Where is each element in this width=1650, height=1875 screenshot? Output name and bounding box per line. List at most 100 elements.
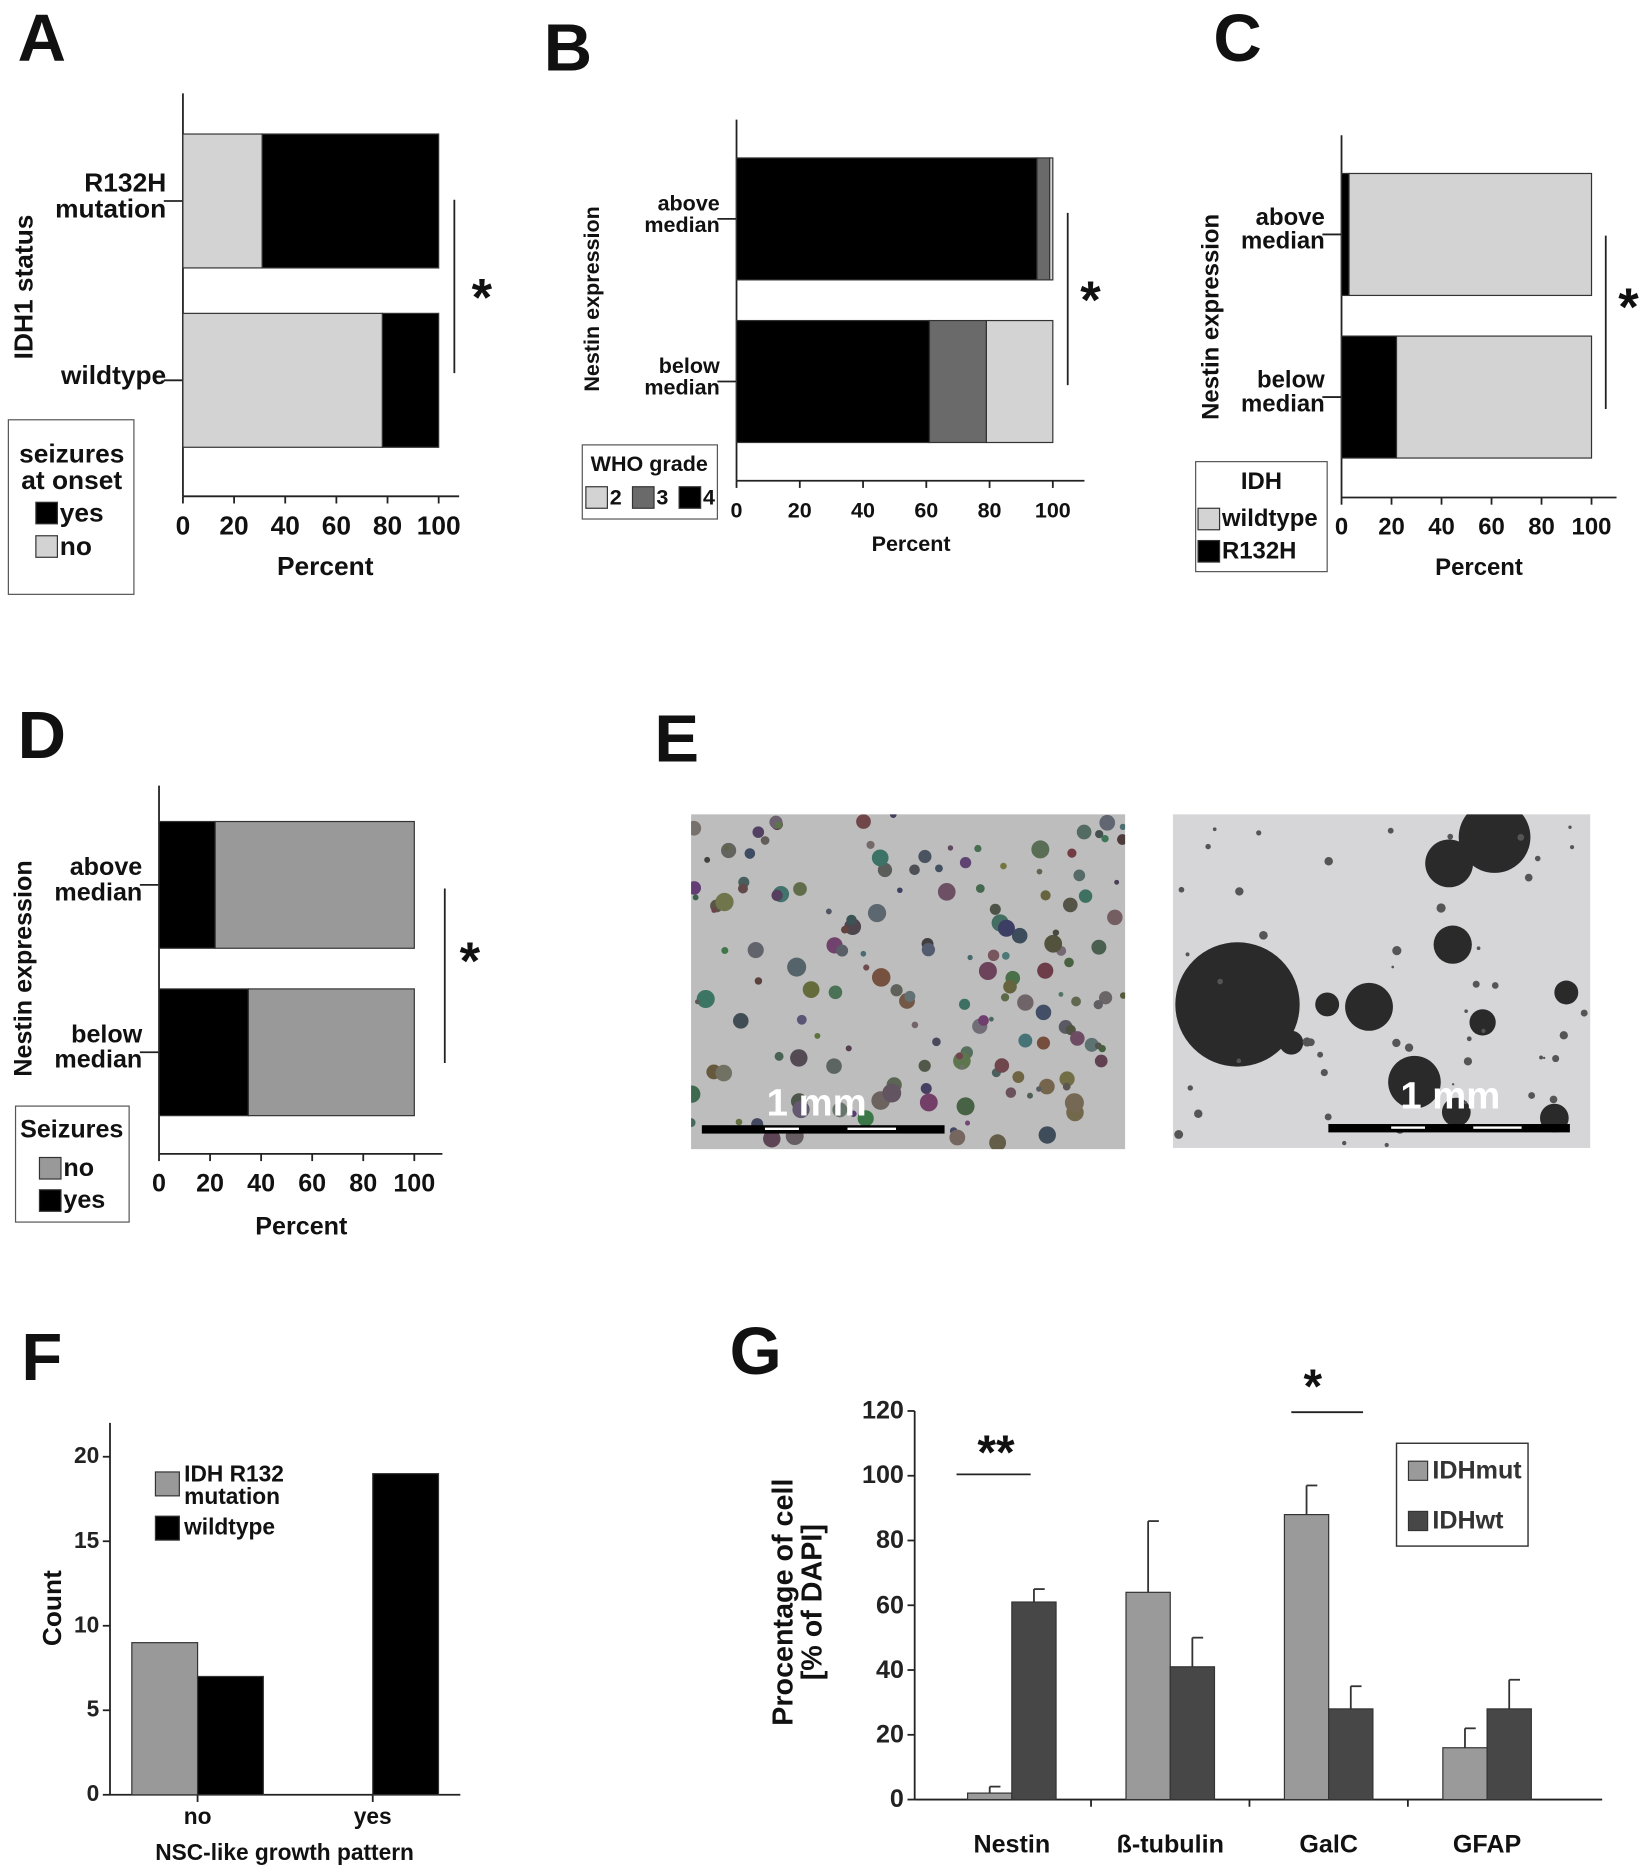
bar-segment (1036, 157, 1051, 281)
sphere (1038, 1126, 1056, 1144)
sphere (959, 1064, 965, 1070)
sphere (1073, 869, 1086, 882)
sphere (1117, 834, 1126, 845)
sphere (771, 889, 783, 901)
bar-segment (928, 319, 988, 444)
sphere (1217, 978, 1223, 985)
sphere (691, 820, 702, 836)
sphere (959, 856, 972, 869)
sphere (1174, 1130, 1184, 1139)
sphere (1481, 1028, 1486, 1033)
sphere (1542, 1056, 1546, 1060)
legend-swatch (678, 486, 702, 509)
scale-bar-tick (764, 1127, 799, 1130)
sphere (1003, 979, 1017, 994)
sphere (877, 862, 893, 878)
sphere (1517, 833, 1525, 841)
sphere (1384, 1142, 1389, 1148)
sphere (1084, 1037, 1099, 1052)
sphere (802, 981, 820, 998)
bar (1125, 1591, 1171, 1801)
bar (196, 1675, 264, 1796)
sphere (1098, 991, 1113, 1005)
sphere (733, 1013, 749, 1029)
sphere (1062, 897, 1078, 913)
bar (131, 1642, 199, 1796)
legend-swatch (35, 501, 58, 525)
sphere (744, 848, 756, 859)
sphere (890, 814, 897, 818)
sphere (836, 944, 849, 957)
legend-swatch (38, 1189, 62, 1212)
legend-box (1395, 1442, 1529, 1547)
sphere (1463, 1057, 1473, 1066)
bar-segment (1395, 335, 1593, 459)
sphere (882, 1083, 902, 1103)
sphere (1528, 1092, 1536, 1099)
sphere (845, 1045, 852, 1052)
sphere (1091, 939, 1107, 955)
bar (1442, 1747, 1488, 1801)
sphere (918, 1059, 931, 1072)
sphere (793, 882, 807, 896)
bar-segment (158, 988, 249, 1117)
sphere (1119, 823, 1126, 831)
sphere (949, 1129, 966, 1146)
sphere (1036, 1036, 1051, 1050)
bar-segment (381, 312, 440, 448)
sphere (956, 1097, 975, 1116)
micrograph (1172, 814, 1591, 1148)
bar (1169, 1666, 1216, 1801)
sphere (1534, 855, 1541, 862)
sphere (937, 882, 956, 901)
bar-segment (985, 319, 1054, 444)
sphere (1107, 909, 1123, 926)
sphere (1441, 1097, 1471, 1127)
sphere (1436, 903, 1446, 913)
sphere (790, 1049, 808, 1067)
sphere (1451, 1083, 1455, 1086)
sphere (1036, 868, 1043, 875)
sphere (978, 1015, 989, 1026)
sphere (1035, 1004, 1052, 1021)
sphere (1392, 1038, 1401, 1048)
sphere (840, 925, 849, 934)
sphere (897, 887, 903, 894)
bar-segment (735, 319, 931, 444)
sphere (825, 908, 832, 915)
sphere (1078, 889, 1093, 903)
sphere (691, 1118, 696, 1128)
sphere (1093, 999, 1103, 1010)
scale-bar-tick (1391, 1126, 1425, 1129)
sphere (1256, 830, 1262, 836)
sphere (715, 892, 734, 912)
sphere (1185, 952, 1190, 957)
sphere (1036, 1086, 1042, 1092)
sphere (988, 1016, 994, 1022)
sphere (796, 1014, 807, 1025)
sphere (1464, 1009, 1468, 1013)
error-bar (1033, 1588, 1045, 1603)
sphere (1539, 1055, 1544, 1060)
sphere (1570, 845, 1575, 850)
legend-swatch (154, 1471, 180, 1497)
bar-segment (1348, 172, 1593, 297)
sphere (890, 984, 903, 997)
sphere (1568, 825, 1572, 829)
legend-box (1195, 461, 1328, 573)
sphere (1076, 824, 1092, 840)
bar (966, 1792, 1013, 1801)
sphere (787, 957, 807, 977)
sphere (752, 826, 765, 838)
sphere (1058, 991, 1064, 997)
sphere (1317, 1051, 1324, 1058)
error-bar (1191, 1636, 1204, 1667)
sphere (694, 999, 700, 1005)
bar-segment (214, 820, 415, 949)
sphere (1205, 843, 1211, 850)
sphere (947, 845, 954, 851)
bar-segment (1049, 157, 1054, 281)
sphere (935, 864, 943, 873)
error-bar (988, 1785, 1001, 1794)
error-bar (1305, 1484, 1318, 1515)
